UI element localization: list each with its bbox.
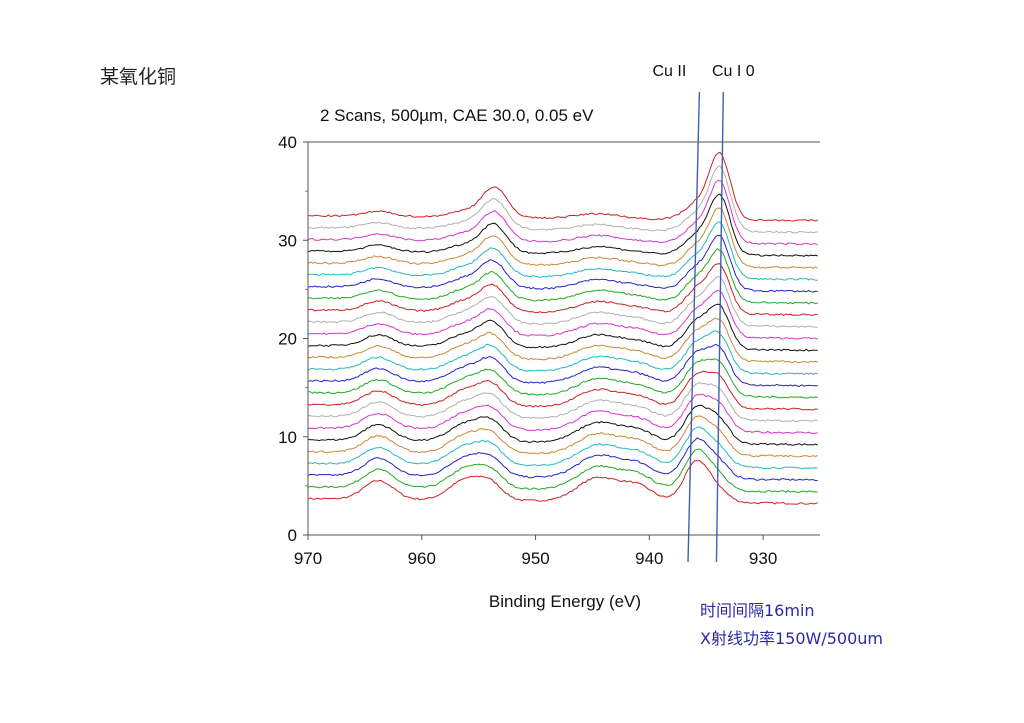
annotation-xray-power: X射线功率150W/500um: [700, 629, 883, 648]
spectrum-line-22: [307, 193, 818, 257]
spectra-group: [307, 151, 818, 505]
spectrum-line-11: [307, 343, 818, 387]
reference-line: [687, 91, 701, 563]
spectrum-line-23: [307, 180, 818, 246]
spectrum-line-19: [307, 234, 818, 293]
spectrum-line-24: [307, 165, 818, 234]
chart-title: 2 Scans, 500µm, CAE 30.0, 0.05 eV: [320, 106, 594, 125]
spectrum-line-17: [307, 263, 818, 316]
axis-ticks: 970 960 950 940 930 0 10 20 30 40: [278, 133, 777, 568]
x-tick-label: 970: [294, 549, 322, 568]
reference-line-label: Cu I 0: [712, 63, 755, 80]
spectrum-line-20: [307, 221, 818, 281]
sample-label: 某氧化铜: [100, 66, 177, 88]
spectrum-line-2: [307, 448, 818, 493]
spectrum-line-5: [307, 415, 818, 458]
x-tick-label: 930: [749, 549, 777, 568]
spectrum-line-1: [307, 459, 818, 505]
spectrum-line-4: [307, 426, 818, 470]
spectrum-line-10: [307, 358, 818, 399]
spectrum-line-3: [307, 437, 818, 482]
spectrum-line-21: [307, 207, 818, 270]
y-tick-label: 10: [278, 428, 297, 447]
x-tick-label: 950: [521, 549, 549, 568]
x-tick-label: 940: [635, 549, 663, 568]
reference-lines: Cu II Cu I 0: [652, 63, 755, 563]
x-tick-label: 960: [408, 549, 436, 568]
y-tick-label: 30: [278, 231, 297, 250]
spectrum-line-9: [307, 370, 818, 411]
spectrum-line-6: [307, 404, 818, 446]
spectrum-line-12: [307, 330, 818, 376]
y-tick-label: 0: [288, 526, 297, 545]
x-axis-label: Binding Energy (eV): [489, 592, 641, 611]
spectrum-line-7: [307, 393, 818, 435]
reference-line: [715, 91, 724, 563]
plot-frame: [307, 141, 820, 536]
spectrum-line-8: [307, 382, 818, 423]
annotation-time-interval: 时间间隔16min: [700, 601, 815, 620]
spectrum-line-16: [307, 276, 818, 328]
y-tick-label: 40: [278, 133, 297, 152]
spectrum-line-18: [307, 248, 818, 305]
y-tick-label: 20: [278, 330, 297, 349]
spectrum-line-15: [307, 289, 818, 340]
spectrum-line-13: [307, 317, 818, 364]
reference-line-label: Cu II: [652, 63, 686, 80]
spectrum-line-14: [307, 303, 818, 352]
spectrum-line-25: [307, 151, 818, 222]
